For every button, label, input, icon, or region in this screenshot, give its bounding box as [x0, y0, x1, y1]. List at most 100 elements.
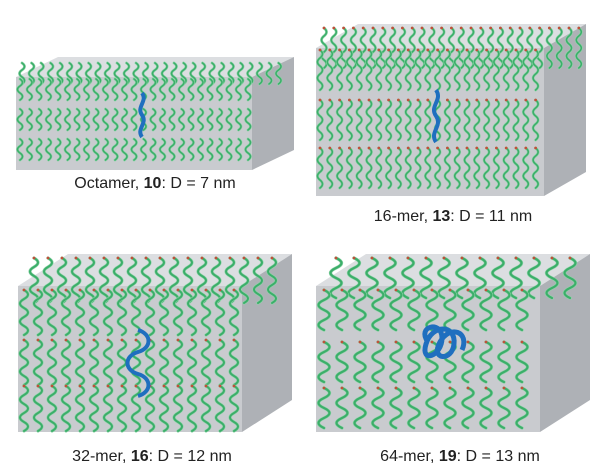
helix-tip — [377, 48, 381, 52]
helix-tip — [406, 256, 410, 260]
helix-strand — [365, 256, 379, 300]
helix-tip — [504, 48, 508, 52]
helix-tip — [190, 384, 194, 388]
helix-strand — [434, 147, 441, 189]
helix-tip — [50, 288, 54, 292]
helix-strand — [375, 99, 383, 141]
helix-tip — [567, 26, 571, 30]
helix-strand — [246, 62, 254, 85]
helix-strand — [385, 147, 392, 189]
helix-tip — [430, 288, 434, 292]
helix-strand — [424, 147, 432, 189]
caption-suffix: : D = 7 nm — [161, 175, 236, 192]
helix-tip — [371, 26, 375, 30]
helix-tip — [489, 26, 492, 30]
helix-strand — [235, 108, 242, 131]
helix-strand — [26, 138, 33, 161]
helix-strand — [45, 108, 52, 131]
helix-tip — [322, 288, 326, 292]
helix-tip — [358, 340, 362, 344]
helix-strand — [371, 288, 385, 332]
helix-strand — [512, 49, 520, 91]
helix-strand — [54, 108, 62, 131]
helix-tip — [485, 48, 488, 52]
helix-tip — [134, 384, 138, 388]
helix-tip — [328, 48, 332, 52]
helix-tip — [504, 146, 508, 150]
helix-strand — [335, 340, 349, 384]
helix-tip — [232, 288, 236, 292]
helix-strand — [61, 289, 71, 336]
helix-strand — [131, 339, 141, 386]
helix-tip — [524, 48, 528, 52]
helix-strand — [199, 62, 206, 85]
helix-tip — [568, 256, 572, 260]
helix-tip — [162, 338, 166, 342]
box-side-face — [252, 57, 294, 170]
helix-tip — [256, 256, 260, 260]
helix-tip — [176, 384, 180, 388]
helix-strand — [326, 49, 334, 91]
helix-tip — [514, 98, 518, 102]
16-mer-panel — [310, 20, 590, 200]
helix-strand — [473, 256, 487, 300]
helix-tip — [514, 256, 518, 260]
helix-strand — [113, 62, 121, 85]
helix-strand — [206, 138, 214, 161]
helix-strand — [173, 339, 183, 386]
helix-tip — [514, 48, 518, 52]
helix-strand — [123, 62, 130, 85]
helix-strand — [487, 27, 494, 69]
helix-strand — [395, 49, 402, 91]
helix-tip — [64, 288, 68, 292]
helix-strand — [389, 27, 396, 69]
helix-strand — [275, 62, 282, 85]
helix-strand — [443, 386, 457, 430]
helix-tip — [534, 48, 537, 52]
helix-strand — [350, 27, 357, 69]
helix-strand — [385, 49, 392, 91]
helix-strand — [89, 289, 99, 336]
helix-strand — [102, 108, 109, 131]
helix-layers — [18, 256, 278, 433]
helix-tip — [557, 26, 561, 30]
helix-tip — [22, 338, 26, 342]
helix-tip — [532, 256, 536, 260]
helix-strand — [516, 27, 524, 69]
helix-tip — [496, 256, 500, 260]
helix-strand — [316, 99, 324, 141]
helix-strand — [512, 147, 520, 189]
helix-strand — [479, 386, 493, 430]
helix-strand — [453, 99, 461, 141]
helix-strand — [461, 386, 475, 430]
helix-tip — [36, 288, 40, 292]
helix-strand — [159, 108, 166, 131]
helix-tip — [388, 256, 392, 260]
helix-layers — [316, 26, 583, 190]
helix-tip — [502, 340, 506, 344]
helix-strand — [497, 340, 511, 384]
helix-strand — [216, 78, 223, 101]
helix-tip — [338, 48, 341, 52]
helix-strand — [103, 385, 113, 432]
helix-tip — [204, 338, 208, 342]
helix-strand — [575, 27, 583, 69]
helix-tip — [186, 256, 190, 260]
helix-strand — [493, 99, 500, 141]
helix-tip — [430, 386, 434, 390]
highlighted-helix — [138, 91, 146, 139]
helix-strand — [149, 108, 157, 131]
helix-strand — [187, 289, 197, 336]
helix-strand — [16, 138, 24, 161]
helix-strand — [103, 339, 113, 386]
helix-tip — [387, 98, 390, 102]
helix-strand — [453, 147, 461, 189]
helix-tip — [495, 48, 498, 52]
helix-strand — [141, 257, 151, 304]
helix-tip — [455, 98, 459, 102]
helix-strand — [102, 78, 109, 101]
helix-tip — [218, 338, 222, 342]
helix-strand — [149, 138, 157, 161]
helix-tip — [322, 340, 326, 344]
helix-strand — [418, 27, 426, 69]
